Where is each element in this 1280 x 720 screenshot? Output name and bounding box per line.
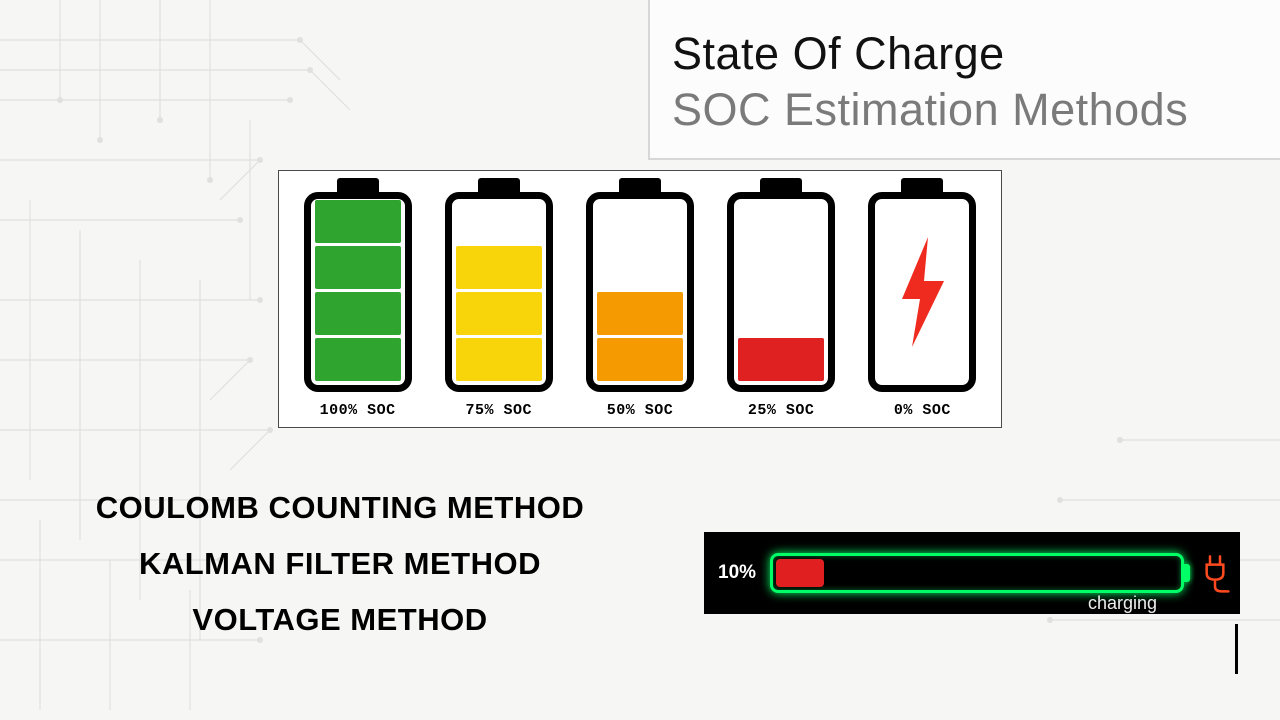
battery-icon bbox=[586, 192, 694, 392]
charge-fill bbox=[776, 559, 824, 587]
charge-bar: charging bbox=[770, 553, 1184, 593]
battery-icon bbox=[445, 192, 553, 392]
title-line-1: State Of Charge bbox=[672, 28, 1258, 80]
plug-icon bbox=[1198, 553, 1232, 593]
battery-column: 75% SOC bbox=[434, 192, 564, 419]
title-line-2: SOC Estimation Methods bbox=[672, 84, 1258, 136]
charging-widget: 10% charging bbox=[704, 532, 1240, 614]
battery-column: 25% SOC bbox=[716, 192, 846, 419]
charging-label: charging bbox=[1088, 593, 1157, 614]
lightning-bolt-icon bbox=[892, 237, 952, 347]
battery-segment bbox=[315, 200, 401, 243]
battery-segment bbox=[315, 292, 401, 335]
method-item: VOLTAGE METHOD bbox=[40, 602, 640, 638]
method-item: COULOMB COUNTING METHOD bbox=[40, 490, 640, 526]
battery-panel: 100% SOC 75% SOC 50% SOC 25% SOC 0% SOC bbox=[278, 170, 1002, 428]
title-panel: State Of Charge SOC Estimation Methods bbox=[648, 0, 1280, 160]
battery-column: 100% SOC bbox=[293, 192, 423, 419]
battery-segment bbox=[456, 246, 542, 289]
battery-segment bbox=[315, 246, 401, 289]
battery-segment bbox=[315, 338, 401, 381]
battery-column: 0% SOC bbox=[857, 192, 987, 419]
battery-column: 50% SOC bbox=[575, 192, 705, 419]
text-cursor bbox=[1235, 624, 1238, 674]
soc-label: 75% SOC bbox=[466, 402, 533, 419]
method-item: KALMAN FILTER METHOD bbox=[40, 546, 640, 582]
battery-icon bbox=[304, 192, 412, 392]
soc-label: 0% SOC bbox=[894, 402, 951, 419]
battery-segment bbox=[456, 292, 542, 335]
battery-segment bbox=[597, 338, 683, 381]
charge-percent: 10% bbox=[718, 562, 762, 584]
soc-label: 50% SOC bbox=[607, 402, 674, 419]
methods-list: COULOMB COUNTING METHOD KALMAN FILTER ME… bbox=[40, 490, 640, 658]
battery-icon bbox=[868, 192, 976, 392]
soc-label: 100% SOC bbox=[320, 402, 396, 419]
battery-segment bbox=[597, 292, 683, 335]
battery-icon bbox=[727, 192, 835, 392]
battery-segment bbox=[738, 338, 824, 381]
soc-label: 25% SOC bbox=[748, 402, 815, 419]
battery-segment bbox=[456, 338, 542, 381]
